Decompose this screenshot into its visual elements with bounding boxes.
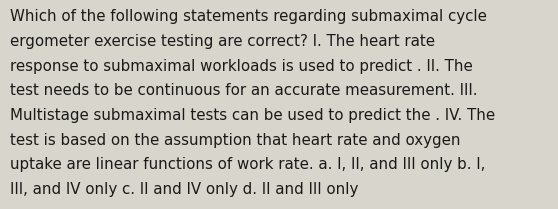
Text: Multistage submaximal tests can be used to predict the . IV. The: Multistage submaximal tests can be used … — [10, 108, 495, 123]
Text: response to submaximal workloads is used to predict . II. The: response to submaximal workloads is used… — [10, 59, 473, 74]
Text: test is based on the assumption that heart rate and oxygen: test is based on the assumption that hea… — [10, 133, 460, 148]
Text: uptake are linear functions of work rate. a. I, II, and III only b. I,: uptake are linear functions of work rate… — [10, 157, 485, 172]
Text: ergometer exercise testing are correct? I. The heart rate: ergometer exercise testing are correct? … — [10, 34, 435, 49]
Text: III, and IV only c. II and IV only d. II and III only: III, and IV only c. II and IV only d. II… — [10, 182, 358, 197]
Text: Which of the following statements regarding submaximal cycle: Which of the following statements regard… — [10, 9, 487, 24]
Text: test needs to be continuous for an accurate measurement. III.: test needs to be continuous for an accur… — [10, 83, 478, 98]
